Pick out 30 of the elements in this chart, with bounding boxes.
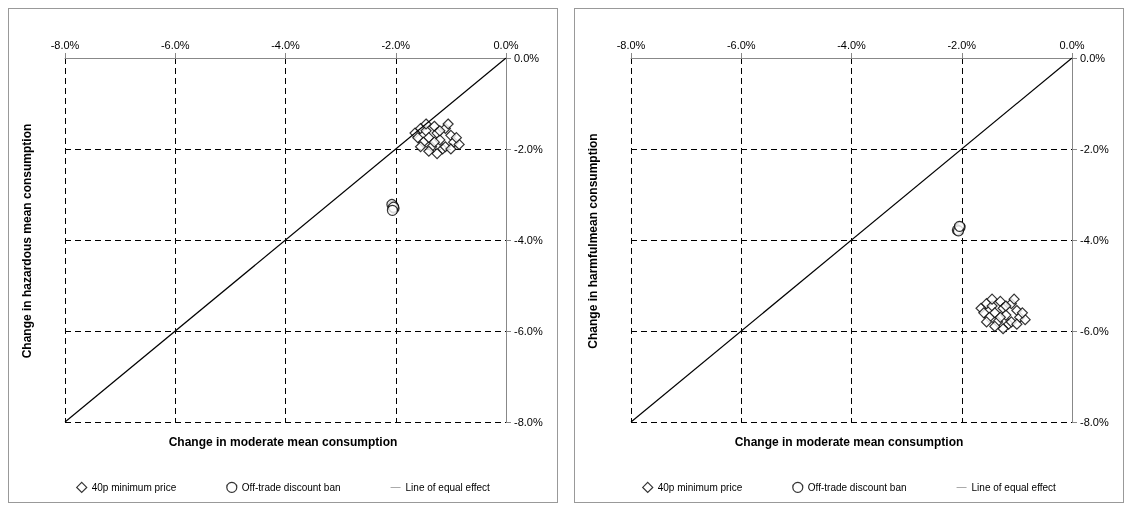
x-tick-label: -8.0% (50, 38, 80, 51)
x-tick-label: 0.0% (493, 38, 519, 51)
x-axis-title: Change in moderate mean consumption (168, 435, 398, 449)
y-tick-label: 0.0% (1080, 52, 1106, 64)
y-axis-title: Change in harmfulmean consumption (586, 133, 600, 349)
x-tick-label: 0.0% (1059, 38, 1085, 51)
legend-label: Off-trade discount ban (807, 481, 907, 493)
legend-label: Off-trade discount ban (241, 481, 341, 493)
x-tick-label: -2.0% (381, 38, 411, 51)
legend-label: 40p minimum price (657, 481, 743, 493)
y-tick-label: -6.0% (514, 325, 543, 337)
x-axis-title: Change in moderate mean consumption (734, 435, 964, 449)
x-tick-label: -2.0% (947, 38, 977, 51)
y-tick-label: -2.0% (1080, 143, 1109, 155)
y-tick-label: -6.0% (1080, 325, 1109, 337)
y-tick-label: -8.0% (514, 416, 543, 428)
x-tick-label: -4.0% (837, 38, 867, 51)
x-tick-label: -6.0% (160, 38, 190, 51)
legend-label: Line of equal effect (405, 481, 491, 493)
y-tick-label: -4.0% (514, 234, 543, 246)
x-tick-label: -8.0% (616, 38, 646, 51)
y-axis-title: Change in hazardous mean consumption (20, 123, 34, 359)
x-tick-label: -4.0% (271, 38, 301, 51)
legend-label: 40p minimum price (91, 481, 177, 493)
y-tick-label: -4.0% (1080, 234, 1109, 246)
y-tick-label: -8.0% (1080, 416, 1109, 428)
x-tick-label: -6.0% (726, 38, 756, 51)
y-tick-label: 0.0% (514, 52, 540, 64)
legend-label: Line of equal effect (971, 481, 1057, 493)
y-tick-label: -2.0% (514, 143, 543, 155)
